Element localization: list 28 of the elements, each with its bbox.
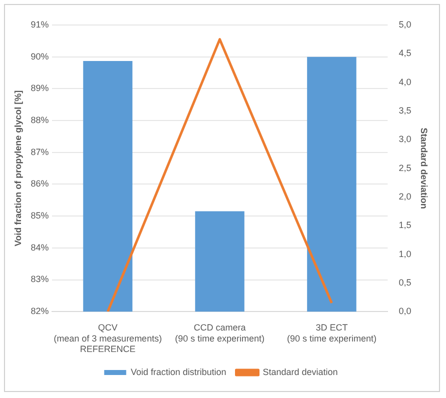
y-tick-label: 86% bbox=[30, 178, 49, 189]
x-tick-label: QCV (mean of 3 measurements) REFERENCE bbox=[54, 322, 162, 354]
x-tick-label: CCD camera (90 s time experiment) bbox=[174, 322, 265, 344]
y2-tick-label: 4,5 bbox=[398, 48, 412, 58]
y2-tick-label: 4,0 bbox=[398, 76, 412, 87]
y-tick-label: 83% bbox=[30, 274, 49, 284]
y-tick-label: 84% bbox=[30, 242, 49, 252]
x-tick-label: 3D ECT (90 s time experiment) bbox=[286, 322, 376, 344]
y2-axis-title: Standard deviation bbox=[419, 128, 430, 209]
y2-tick-label: 3,0 bbox=[398, 134, 412, 144]
y2-tick-label: 0,5 bbox=[398, 277, 412, 288]
legend-label: Standard deviation bbox=[262, 366, 338, 377]
y2-tick-label: 1,5 bbox=[398, 220, 412, 230]
y-tick-label: 88% bbox=[30, 115, 49, 126]
y2-tick-label: 1,0 bbox=[398, 248, 412, 259]
y-tick-label: 85% bbox=[30, 210, 49, 221]
y-tick-label: 87% bbox=[30, 146, 49, 157]
y2-tick-label: 2,5 bbox=[398, 162, 412, 173]
legend-label: Void fraction distribution bbox=[130, 366, 226, 377]
y-axis-title: Void fraction of propylene glycol [%] bbox=[12, 90, 23, 246]
y-tick-label: 89% bbox=[30, 83, 49, 94]
y-tick-label: 91% bbox=[30, 19, 49, 30]
y-tick-label: 90% bbox=[30, 51, 49, 62]
y2-tick-label: 0,0 bbox=[398, 306, 412, 316]
y-tick-label: 82% bbox=[30, 306, 49, 316]
y2-tick-label: 2,0 bbox=[398, 191, 412, 202]
y2-tick-label: 3,5 bbox=[398, 105, 412, 116]
y2-tick-label: 5,0 bbox=[398, 19, 412, 30]
